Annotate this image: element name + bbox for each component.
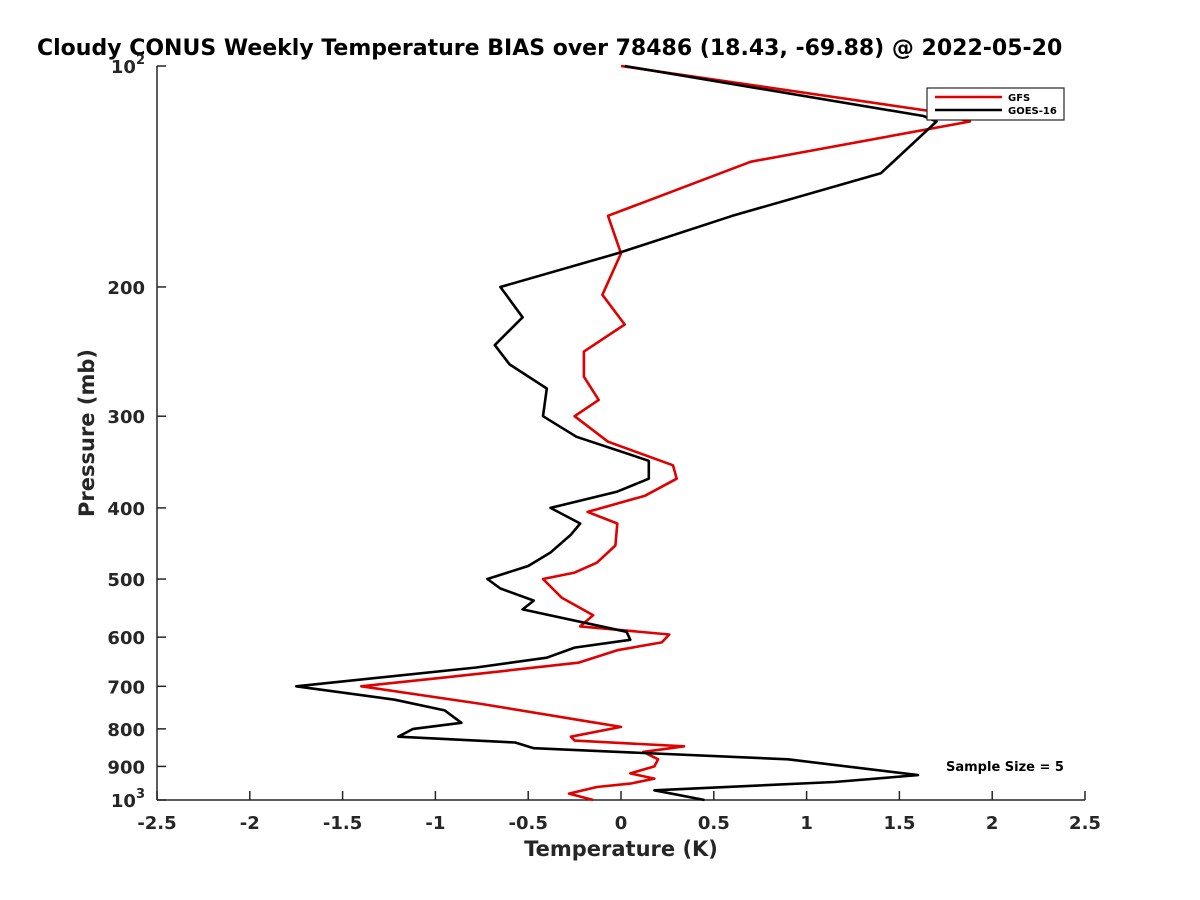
y-tick-label: 700 bbox=[107, 677, 145, 698]
x-tick-label: -0.5 bbox=[509, 813, 548, 834]
y-tick-label: 200 bbox=[107, 278, 145, 299]
y-tick-label: 103 bbox=[111, 787, 145, 812]
x-tick-label: -1.5 bbox=[323, 813, 362, 834]
legend: GFS GOES-16 bbox=[926, 87, 1065, 121]
y-tick-label: 600 bbox=[107, 628, 145, 649]
y-tick-label: 102 bbox=[111, 53, 145, 78]
legend-label-gfs: GFS bbox=[1008, 93, 1030, 104]
x-tick-label: -1 bbox=[425, 813, 445, 834]
x-tick-label: 2 bbox=[986, 813, 999, 834]
series-line-goes-16 bbox=[294, 64, 938, 802]
x-axis-ticks: -2.5 -2 -1.5 -1 -0.5 0 0.5 1 1.5 2 2.5 bbox=[137, 791, 1101, 834]
x-tick-label: -2.5 bbox=[137, 813, 176, 834]
series-line-gfs bbox=[359, 64, 972, 802]
legend-label-goes-16: GOES-16 bbox=[1008, 106, 1057, 117]
chart-title: Cloudy CONUS Weekly Temperature BIAS ove… bbox=[37, 36, 1062, 61]
x-tick-label: 2.5 bbox=[1069, 813, 1101, 834]
x-tick-label: 0 bbox=[615, 813, 628, 834]
sample-size-annotation: Sample Size = 5 bbox=[946, 760, 1064, 775]
legend-box bbox=[926, 87, 1065, 121]
x-tick-label: 1 bbox=[800, 813, 813, 834]
y-tick-label: 300 bbox=[107, 407, 145, 428]
y-axis-label: Pressure (mb) bbox=[75, 349, 99, 517]
series-layer bbox=[294, 64, 972, 802]
x-axis-label: Temperature (K) bbox=[524, 837, 718, 861]
x-tick-label: -2 bbox=[240, 813, 260, 834]
y-tick-label: 400 bbox=[107, 499, 145, 520]
y-tick-label: 900 bbox=[107, 757, 145, 778]
x-tick-label: 1.5 bbox=[883, 813, 915, 834]
x-tick-label: 0.5 bbox=[698, 813, 730, 834]
plot-area: -2.5 -2 -1.5 -1 -0.5 0 0.5 1 1.5 2 2.5 102 200 300 40… bbox=[107, 53, 1101, 834]
y-tick-label: 800 bbox=[107, 720, 145, 741]
y-tick-label: 500 bbox=[107, 570, 145, 591]
y-axis-ticks: 102 200 300 400 500 600 700 800 900 103 bbox=[107, 53, 166, 812]
